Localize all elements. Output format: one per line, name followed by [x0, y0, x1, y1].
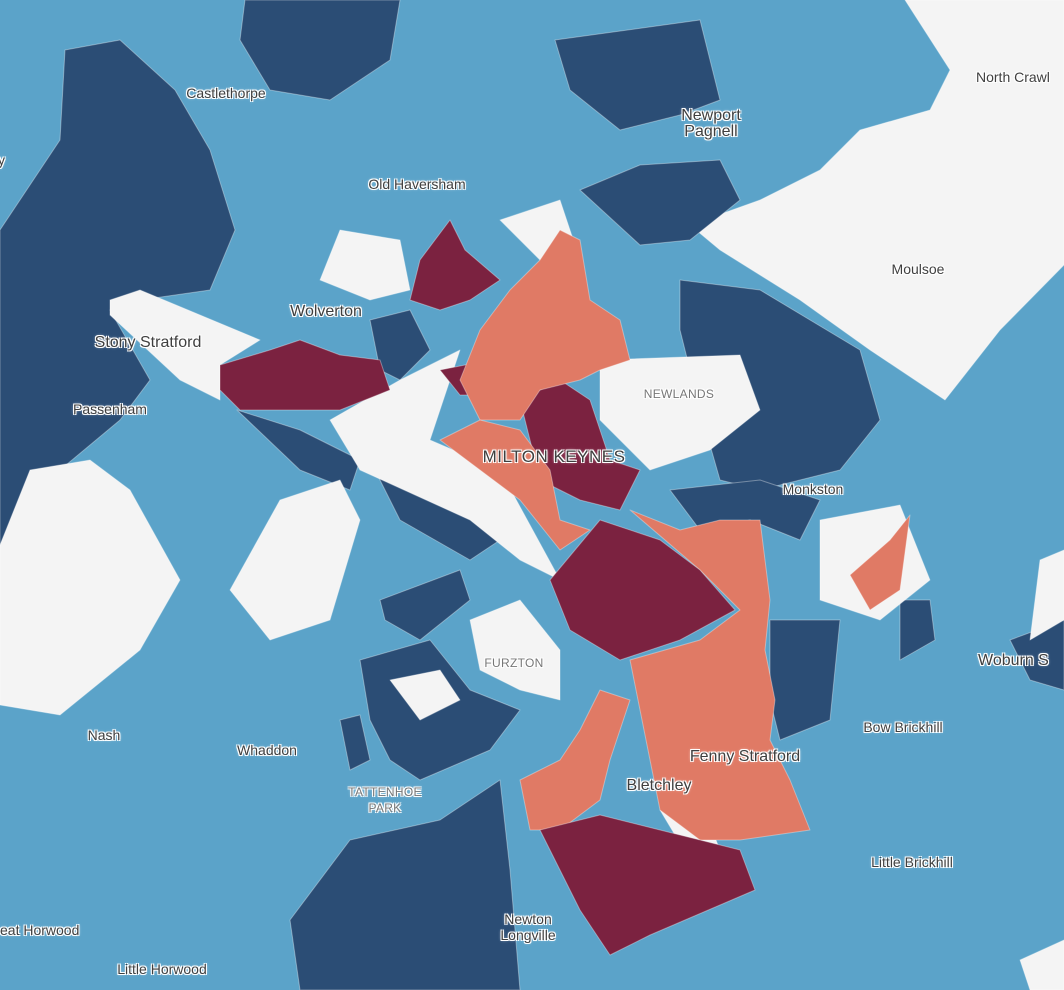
place-label-milton-keynes: MILTON KEYNES	[482, 447, 626, 466]
region-salmon[interactable]	[849, 514, 911, 611]
region-navy[interactable]	[0, 39, 236, 546]
place-label-partial: y	[0, 152, 5, 168]
place-label-old-haversham: Old Haversham	[368, 176, 466, 192]
region-white[interactable]	[599, 354, 761, 471]
region-navy[interactable]	[769, 619, 841, 741]
region-salmon[interactable]	[439, 419, 591, 551]
region-maroon[interactable]	[219, 339, 391, 411]
place-label-tattenhoe-park: TATTENHOE PARK	[348, 784, 422, 816]
place-label-bow-brickhill: Bow Brickhill	[863, 719, 943, 735]
region-navy[interactable]	[236, 409, 361, 491]
region-white[interactable]	[1029, 549, 1064, 641]
region-white[interactable]	[389, 669, 461, 721]
region-white[interactable]	[469, 599, 561, 701]
place-label-wolverton: Wolverton	[290, 303, 362, 320]
place-label-north-crawley: North Crawl	[976, 69, 1050, 85]
region-maroon[interactable]	[549, 519, 736, 661]
region-white[interactable]	[329, 349, 561, 581]
region-navy[interactable]	[554, 19, 721, 131]
place-label-nash: Nash	[87, 727, 121, 743]
region-navy[interactable]	[289, 779, 521, 990]
place-label-little-brickhill: Little Brickhill	[871, 854, 953, 870]
place-label-great-horwood: eat Horwood	[0, 922, 80, 938]
place-label-little-horwood: Little Horwood	[117, 961, 207, 977]
region-white[interactable]	[689, 0, 1064, 401]
label-line: Longville	[500, 927, 556, 943]
label-line: Newton	[504, 911, 552, 927]
place-label-newlands: NEWLANDS	[643, 387, 715, 401]
region-white[interactable]	[319, 229, 411, 301]
region-navy[interactable]	[899, 599, 936, 661]
label-line: PARK	[368, 801, 402, 815]
place-label-moulsoe: Moulsoe	[891, 261, 945, 277]
place-label-newton-longville: Newton Longville	[500, 911, 555, 943]
place-label-castlethorpe: Castlethorpe	[186, 85, 266, 101]
place-label-newport-pagnell: Newport Pagnell	[681, 108, 741, 140]
region-navy[interactable]	[579, 159, 741, 246]
region-white[interactable]	[1019, 939, 1064, 990]
region-maroon[interactable]	[409, 219, 501, 311]
place-label-whaddon: Whaddon	[237, 742, 297, 758]
place-label-stony-stratford: Stony Stratford	[94, 334, 202, 351]
region-salmon[interactable]	[459, 229, 631, 421]
place-label-monkston: Monkston	[782, 481, 844, 497]
place-label-bletchley: Bletchley	[626, 777, 692, 794]
region-navy[interactable]	[379, 569, 471, 641]
place-label-passenham: Passenham	[73, 401, 147, 417]
place-label-woburn-sands: Woburn S	[978, 652, 1049, 669]
label-line: Pagnell	[684, 123, 738, 140]
label-line: TATTENHOE	[348, 785, 422, 799]
region-white[interactable]	[229, 479, 361, 641]
region-navy[interactable]	[239, 0, 401, 101]
place-label-fenny-stratford: Fenny Stratford	[689, 748, 801, 765]
label-line: Newport	[681, 107, 741, 124]
region-salmon[interactable]	[519, 689, 631, 831]
place-label-furzton: FURZTON	[484, 656, 544, 670]
region-navy[interactable]	[339, 714, 371, 771]
region-salmon[interactable]	[629, 509, 811, 841]
region-white[interactable]	[0, 459, 181, 716]
region-maroon[interactable]	[539, 814, 756, 956]
